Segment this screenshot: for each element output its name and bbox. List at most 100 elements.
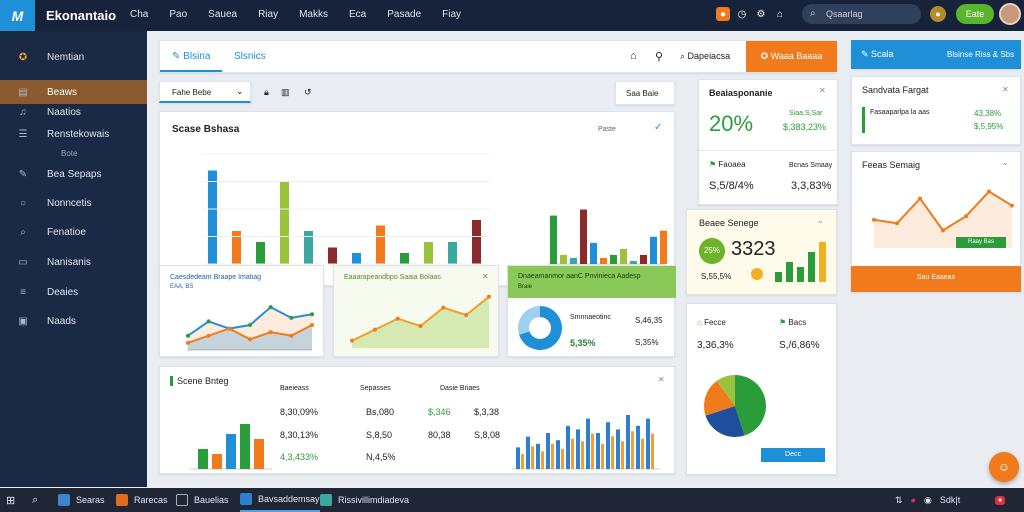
filter-dropdown[interactable]: Fahe Bebe ⌄ xyxy=(159,81,251,103)
bar xyxy=(560,254,567,264)
notification-badge[interactable]: ● xyxy=(995,488,1006,512)
top-nav-item[interactable]: Makks xyxy=(299,9,328,20)
sidebar-brand[interactable]: ✪ Nemtian xyxy=(0,45,147,69)
app-icon xyxy=(116,494,128,506)
top-nav-item[interactable]: Pasade xyxy=(387,9,422,20)
top-nav-item[interactable]: Eca xyxy=(349,9,367,20)
data-point xyxy=(418,324,423,328)
stat-5-title: ⚑ Bacs xyxy=(779,318,806,327)
line-chart xyxy=(186,305,314,351)
refresh-icon[interactable]: ↺ xyxy=(304,87,312,97)
lock-icon[interactable]: 🔒︎ xyxy=(264,87,269,97)
sidebar-item-nanisanis[interactable]: ▭ Nanisanis xyxy=(0,250,147,274)
taskbar-item[interactable]: Bauelias xyxy=(176,488,229,512)
home-icon[interactable]: ⌂ xyxy=(776,8,784,20)
app-icon xyxy=(176,494,188,506)
taskbar-item[interactable]: Rarecas xyxy=(116,488,168,512)
sidebar-item-label: Nanisanis xyxy=(47,256,91,268)
close-icon[interactable]: ✕ xyxy=(658,375,665,384)
check-icon[interactable]: ✓ xyxy=(654,122,663,133)
chevron-down-icon[interactable]: ⌄ xyxy=(1002,158,1009,167)
right-header-title: ✎ Scala xyxy=(861,49,894,60)
card-title: Sandvata Fargat xyxy=(862,85,929,95)
sidebar-item-beaws[interactable]: ▤ Beaws xyxy=(0,80,147,104)
taskbar-item[interactable]: Rissivillimdiadeva xyxy=(320,488,409,512)
sidebar-item-label: Nonncetis xyxy=(47,197,92,209)
house-icon: ⌂ xyxy=(697,318,705,327)
search-input[interactable]: ⌕ Qsaarlag xyxy=(802,4,921,24)
grid-icon[interactable]: ▥ xyxy=(281,87,290,97)
top-nav-item[interactable]: Fiay xyxy=(442,9,462,20)
stat-card-pie: ⌂ Fecce ⚑ Bacs 3,36,3% S,/6,86% Decc xyxy=(686,303,837,475)
close-icon[interactable]: ✕ xyxy=(482,272,489,281)
tab-slsnics[interactable]: Slsnics xyxy=(234,51,266,62)
primary-button[interactable]: ✪ Waaa Baaaa xyxy=(746,41,837,72)
top-nav-item[interactable]: Riay xyxy=(258,9,279,20)
taskbar-item-label: Searas xyxy=(76,495,105,505)
bar xyxy=(254,439,264,469)
search-button[interactable]: ⌕ xyxy=(32,488,38,512)
stat-title: Beaiasponanie xyxy=(709,88,773,98)
toolbar-icons: ● ◷ ⚙ ⌂ xyxy=(716,7,792,21)
sidebar-item-nonncetis[interactable]: ○ Nonncetis xyxy=(0,191,147,215)
export-button[interactable]: ⌕ Dapeiacsa xyxy=(680,51,730,62)
bar xyxy=(606,422,610,469)
notification-icon[interactable]: ● xyxy=(716,7,730,21)
bar xyxy=(570,257,577,264)
bar xyxy=(516,447,520,469)
sidebar-item-fenatioe[interactable]: ⌕ Fenatioe xyxy=(0,220,147,244)
top-nav-item[interactable]: Cha xyxy=(130,9,149,20)
bar xyxy=(630,260,637,264)
donut-value: S,46,35 xyxy=(635,316,663,325)
bar xyxy=(616,429,620,469)
right-card-3[interactable]: Sau Eaaeas xyxy=(851,266,1021,292)
bar xyxy=(280,181,289,264)
taskbar-item[interactable]: Bavsaddemsay xyxy=(240,488,320,512)
pie-action-button[interactable]: Decc xyxy=(761,448,825,462)
bell-icon: ♫ xyxy=(19,106,27,118)
bar xyxy=(775,272,782,282)
sidebar-item-deaies[interactable]: ≡ Deaies xyxy=(0,280,147,304)
sidebar-item-naads[interactable]: ▣ Naads xyxy=(0,309,147,333)
right-header-link[interactable]: Blsinse Riss & Sbs xyxy=(947,50,1015,59)
sidebar-subitem[interactable]: Bote xyxy=(0,141,147,165)
sidebar-item-bea-sepaps[interactable]: ✎ Bea Sepaps xyxy=(0,162,147,186)
badge-icon: ● xyxy=(995,495,1006,505)
tab-blsina[interactable]: ✎ Blsina xyxy=(160,41,222,72)
data-point xyxy=(464,313,469,317)
bar xyxy=(620,248,627,264)
sidebar-item-renstekowais[interactable]: ☰ Renstekowais xyxy=(0,122,147,146)
start-button[interactable]: ⊞ xyxy=(6,488,15,512)
pie-slice xyxy=(704,380,735,416)
chevron-down-icon[interactable]: ⌄ xyxy=(817,216,824,225)
sidebar-item-naatios[interactable]: ♫ Naatios xyxy=(0,100,147,124)
menu-icon: ≡ xyxy=(20,286,26,298)
bar xyxy=(636,425,640,469)
home-icon[interactable]: ⌂ xyxy=(630,50,637,62)
tray[interactable]: ⇅ ● ◉ Sdk|t xyxy=(895,488,960,512)
user-button[interactable]: Eate xyxy=(956,4,994,24)
avatar[interactable] xyxy=(999,3,1021,25)
clock-icon[interactable]: ◷ xyxy=(737,8,747,20)
close-icon[interactable]: ✕ xyxy=(1002,85,1009,94)
right-card-button[interactable]: Raay Bas xyxy=(956,237,1006,248)
stat-5-title-text: Bacs xyxy=(788,318,807,327)
bar xyxy=(226,434,236,469)
taskbar-item[interactable]: Searas xyxy=(58,488,105,512)
coin-icon[interactable]: ● xyxy=(930,6,946,22)
app-logo[interactable]: M xyxy=(0,0,35,31)
help-icon[interactable]: ☺ xyxy=(989,452,1019,482)
settings-icon[interactable]: ⚙ xyxy=(756,8,766,20)
card-title: Caesdedeam Braape Imatiag xyxy=(170,274,262,281)
top-nav-item[interactable]: Sauea xyxy=(208,9,238,20)
stat-delta-label: Siaa,S,Sar xyxy=(789,110,823,117)
stat-delta: $,383,23% xyxy=(783,122,827,132)
badge-icon: ⚑ xyxy=(779,318,789,327)
top-nav-item[interactable]: Pao xyxy=(169,9,188,20)
chart-legend: Paste xyxy=(598,126,616,133)
person-icon[interactable]: ⚲ xyxy=(655,51,664,63)
close-icon[interactable]: ✕ xyxy=(819,86,826,95)
series-area xyxy=(188,325,312,350)
top-bar: M Ekonantaio Cha Pao Sauea Riay Makks Ec… xyxy=(0,0,1024,31)
range-button[interactable]: Saa Baie xyxy=(615,81,675,105)
